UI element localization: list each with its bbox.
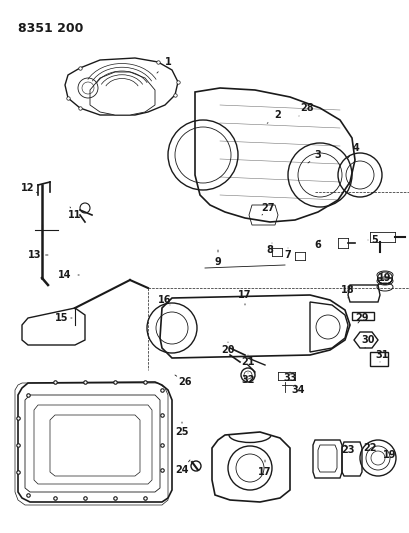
Text: 8351 200: 8351 200	[18, 22, 83, 35]
Polygon shape	[90, 72, 155, 115]
Text: 22: 22	[362, 443, 376, 453]
Text: 2: 2	[274, 110, 281, 120]
Text: 19: 19	[378, 273, 391, 283]
Text: 13: 13	[28, 250, 42, 260]
Text: 18: 18	[340, 285, 354, 295]
Text: 14: 14	[58, 270, 72, 280]
Text: 25: 25	[175, 427, 188, 437]
Text: 7: 7	[284, 250, 291, 260]
Text: 30: 30	[360, 335, 374, 345]
Text: 11: 11	[68, 210, 81, 220]
Text: 34: 34	[290, 385, 304, 395]
Text: 3: 3	[314, 150, 321, 160]
Text: 15: 15	[55, 313, 69, 323]
Text: 24: 24	[175, 465, 188, 475]
Text: 32: 32	[240, 375, 254, 385]
Text: 17: 17	[258, 467, 271, 477]
Text: 27: 27	[261, 203, 274, 213]
Text: 12: 12	[21, 183, 35, 193]
Text: 5: 5	[371, 235, 378, 245]
Text: 26: 26	[178, 377, 191, 387]
Text: 33: 33	[283, 373, 296, 383]
Text: 20: 20	[221, 345, 234, 355]
Text: 31: 31	[374, 350, 388, 360]
Text: 6: 6	[314, 240, 321, 250]
Text: 23: 23	[340, 445, 354, 455]
Bar	[351, 312, 373, 320]
Text: 8: 8	[266, 245, 273, 255]
Text: 28: 28	[299, 103, 313, 113]
Text: 17: 17	[238, 290, 251, 300]
Bar	[369, 352, 387, 366]
Text: 19: 19	[382, 450, 396, 460]
Text: 29: 29	[354, 313, 368, 323]
Text: 9: 9	[214, 257, 221, 267]
Text: 1: 1	[164, 57, 171, 67]
Text: 4: 4	[352, 143, 359, 153]
Text: 16: 16	[158, 295, 171, 305]
Text: 21: 21	[240, 357, 254, 367]
